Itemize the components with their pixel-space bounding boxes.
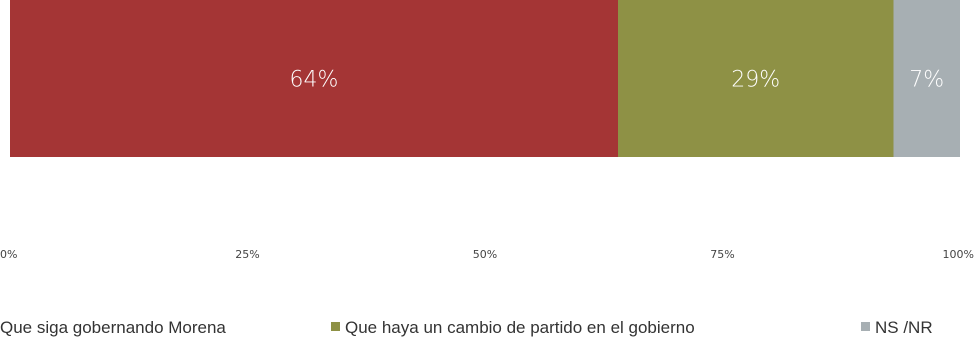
data-label-1: 64% bbox=[290, 68, 339, 93]
legend-label-1: Que siga gobernando Morena bbox=[0, 318, 226, 337]
bar-segment-2 bbox=[618, 0, 894, 157]
bar-segment-1 bbox=[10, 0, 618, 157]
legend-swatch-3 bbox=[861, 322, 870, 331]
x-tick-label-4: 100% bbox=[943, 248, 974, 261]
x-tick-label-1: 25% bbox=[235, 248, 259, 261]
x-tick-label-0: 0% bbox=[0, 248, 17, 261]
legend-swatch-2 bbox=[331, 322, 340, 331]
bar-segment-3 bbox=[893, 0, 960, 157]
bar-group: 64% 29% 7% bbox=[10, 0, 960, 157]
x-axis-ticks: 0% 25% 50% 75% 100% bbox=[0, 248, 974, 261]
legend-label-2: Que haya un cambio de partido en el gobi… bbox=[345, 318, 695, 337]
data-label-2: 29% bbox=[731, 68, 780, 93]
legend-label-3: NS /NR bbox=[875, 318, 933, 337]
x-tick-label-3: 75% bbox=[710, 248, 734, 261]
legend: Que siga gobernando Morena Que haya un ca… bbox=[0, 318, 933, 337]
data-label-3: 7% bbox=[909, 68, 944, 93]
x-tick-label-2: 50% bbox=[473, 248, 497, 261]
